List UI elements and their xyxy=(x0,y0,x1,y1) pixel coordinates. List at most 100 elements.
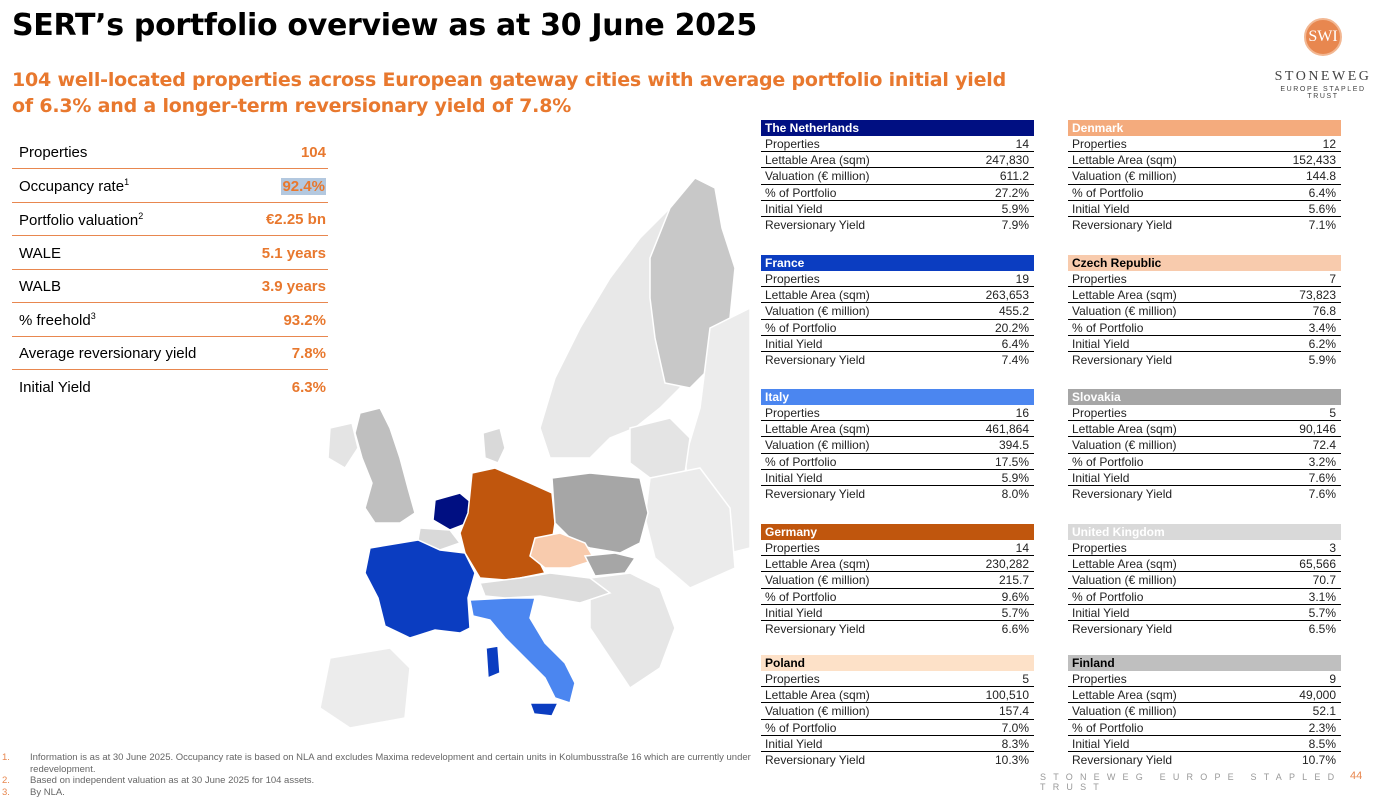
country-row: Initial Yield 8.5% xyxy=(1068,736,1341,752)
row-label: Lettable Area (sqm) xyxy=(765,422,870,437)
row-value: 10.3% xyxy=(994,752,1029,767)
row-label: Reversionary Yield xyxy=(1072,752,1173,767)
row-label: Properties xyxy=(1072,672,1127,686)
row-label: Initial Yield xyxy=(765,470,823,485)
row-label: Reversionary Yield xyxy=(1072,486,1173,501)
country-row: Reversionary Yield 6.5% xyxy=(1068,621,1341,637)
kpi-label: % freehold3 xyxy=(19,311,96,329)
row-label: Reversionary Yield xyxy=(1072,217,1173,232)
kpi-row: WALB 3.9 years xyxy=(12,271,328,303)
row-label: Properties xyxy=(1072,137,1127,151)
row-label: Valuation (€ million) xyxy=(765,704,870,719)
country-row: Properties 5 xyxy=(1068,405,1341,422)
country-row: Properties 7 xyxy=(1068,271,1341,288)
row-label: Properties xyxy=(765,272,820,286)
footnote: 1. Information is as at 30 June 2025. Occ… xyxy=(0,752,760,775)
country-header: France xyxy=(761,255,1034,271)
country-row: % of Portfolio 9.6% xyxy=(761,589,1034,605)
row-label: Initial Yield xyxy=(1072,201,1130,216)
country-row: Lettable Area (sqm) 73,823 xyxy=(1068,287,1341,304)
country-row: Properties 9 xyxy=(1068,671,1341,688)
row-value: 7.9% xyxy=(1001,217,1029,232)
country-table: Slovakia Properties 5 Lettable Area (sqm) 90… xyxy=(1068,389,1341,502)
row-label: Lettable Area (sqm) xyxy=(1072,153,1177,168)
row-value: 5.7% xyxy=(1308,605,1336,620)
country-row: % of Portfolio 2.3% xyxy=(1068,720,1341,736)
kpi-value: 5.1 years xyxy=(261,244,326,262)
page-title: SERT’s portfolio overview as at 30 June … xyxy=(12,8,757,43)
country-row: Initial Yield 5.6% xyxy=(1068,201,1341,217)
row-label: Initial Yield xyxy=(1072,336,1130,351)
kpi-label: Portfolio valuation2 xyxy=(19,210,144,229)
country-table: Czech Republic Properties 7 Lettable Area (… xyxy=(1068,255,1341,368)
row-value: 6.4% xyxy=(1001,336,1029,351)
row-value: 8.3% xyxy=(1001,736,1029,751)
country-row: Properties 14 xyxy=(761,540,1034,557)
row-label: Properties xyxy=(765,406,820,420)
country-row: % of Portfolio 3.2% xyxy=(1068,454,1341,470)
row-value: 6.5% xyxy=(1308,621,1336,636)
row-value: 7.1% xyxy=(1308,217,1336,232)
country-row: Valuation (€ million) 70.7 xyxy=(1068,572,1341,589)
row-label: Valuation (€ million) xyxy=(1072,573,1177,588)
country-header: Denmark xyxy=(1068,120,1341,136)
country-row: % of Portfolio 3.1% xyxy=(1068,589,1341,605)
row-label: Properties xyxy=(765,541,820,555)
row-label: % of Portfolio xyxy=(1072,185,1144,200)
row-value: 5.9% xyxy=(1001,201,1029,216)
row-label: Lettable Area (sqm) xyxy=(1072,288,1177,303)
row-label: Properties xyxy=(765,137,820,151)
row-label: Lettable Area (sqm) xyxy=(1072,557,1177,572)
row-value: 6.6% xyxy=(1001,621,1029,636)
row-value: 455.2 xyxy=(998,304,1029,319)
row-value: 461,864 xyxy=(985,422,1029,437)
kpi-label: Properties xyxy=(19,144,88,161)
row-value: 10.7% xyxy=(1301,752,1336,767)
row-label: Reversionary Yield xyxy=(765,486,866,501)
country-table: Poland Properties 5 Lettable Area (sqm) 100,… xyxy=(761,655,1034,768)
row-label: Properties xyxy=(1072,272,1127,286)
row-value: 144.8 xyxy=(1305,169,1336,184)
row-label: Initial Yield xyxy=(1072,736,1130,751)
map-united-kingdom xyxy=(354,407,416,524)
row-value: 52.1 xyxy=(1312,704,1336,719)
map-sicily xyxy=(528,702,560,717)
footnote-text: Information is as at 30 June 2025. Occup… xyxy=(30,752,751,775)
row-value: 100,510 xyxy=(985,688,1029,703)
row-label: Reversionary Yield xyxy=(1072,352,1173,367)
row-value: 70.7 xyxy=(1312,573,1336,588)
row-label: % of Portfolio xyxy=(765,185,837,200)
map-iberia xyxy=(319,647,411,728)
country-table: United Kingdom Properties 3 Lettable Area (… xyxy=(1068,524,1341,637)
country-row: Properties 12 xyxy=(1068,136,1341,153)
map-france xyxy=(364,539,476,639)
row-label: Properties xyxy=(1072,541,1127,555)
country-row: Reversionary Yield 8.0% xyxy=(761,486,1034,502)
row-value: 8.5% xyxy=(1308,736,1336,751)
page-number: 44 xyxy=(1350,770,1363,782)
country-header: Czech Republic xyxy=(1068,255,1341,271)
row-value: 7 xyxy=(1329,272,1336,286)
row-value: 263,653 xyxy=(985,288,1029,303)
row-value: 5.9% xyxy=(1001,470,1029,485)
country-header: Slovakia xyxy=(1068,389,1341,405)
country-row: Reversionary Yield 10.7% xyxy=(1068,752,1341,768)
kpi-value: 92.4% xyxy=(281,177,326,195)
kpi-value: 6.3% xyxy=(291,379,326,396)
map-czech-republic xyxy=(529,532,597,569)
map-austria-hungary xyxy=(478,572,612,604)
row-label: Initial Yield xyxy=(765,336,823,351)
row-label: % of Portfolio xyxy=(1072,589,1144,604)
country-row: Reversionary Yield 7.4% xyxy=(761,352,1034,368)
country-row: Initial Yield 5.9% xyxy=(761,470,1034,486)
footnote-number: 1. xyxy=(2,752,10,763)
kpi-label: Occupancy rate1 xyxy=(19,177,130,195)
footnote: 3. By NLA. xyxy=(0,787,760,799)
country-row: Valuation (€ million) 76.8 xyxy=(1068,303,1341,320)
row-value: 3.4% xyxy=(1308,320,1336,335)
country-header: Poland xyxy=(761,655,1034,671)
row-label: Initial Yield xyxy=(1072,470,1130,485)
country-row: Reversionary Yield 7.1% xyxy=(1068,217,1341,233)
country-row: % of Portfolio 7.0% xyxy=(761,720,1034,736)
country-row: Properties 16 xyxy=(761,405,1034,422)
